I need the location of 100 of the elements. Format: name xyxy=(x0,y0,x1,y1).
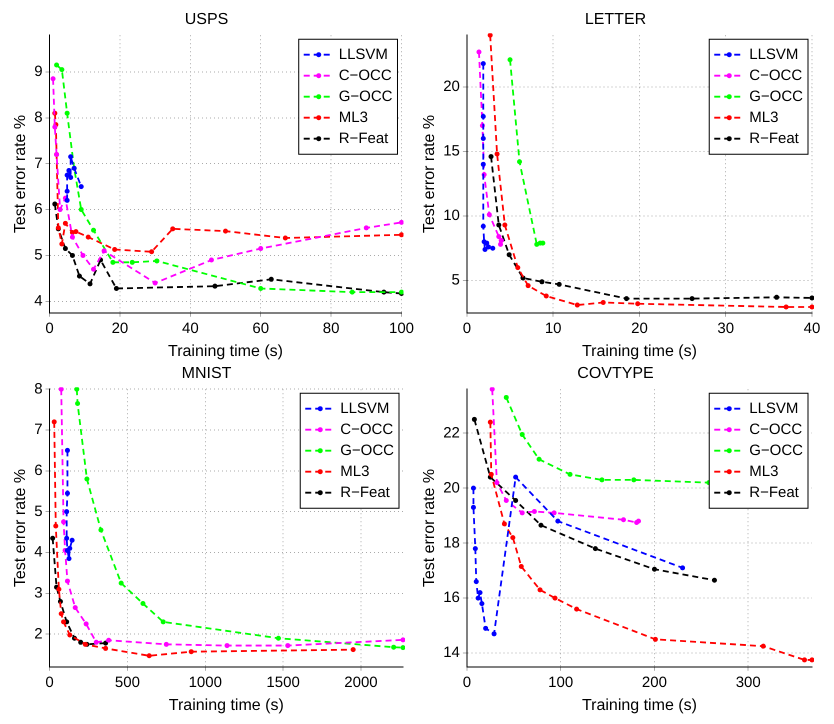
point xyxy=(690,296,695,302)
point xyxy=(94,640,99,645)
point xyxy=(496,222,502,228)
y-tick-label: 20 xyxy=(443,479,460,496)
x-tick-label: 0 xyxy=(45,320,54,337)
x-axis-title: Training time (s) xyxy=(168,696,284,714)
y-tick-label: 8 xyxy=(34,108,43,126)
point xyxy=(555,518,560,524)
y-tick-label: 5 xyxy=(34,502,43,520)
point xyxy=(258,286,264,291)
x-tick-label: 1000 xyxy=(188,674,222,691)
point xyxy=(520,432,525,438)
point xyxy=(480,61,486,66)
x-tick-label: 2000 xyxy=(344,674,378,691)
point xyxy=(103,640,108,646)
legend-label: G−OCC xyxy=(749,88,804,105)
point xyxy=(496,234,502,240)
x-tick-label: 20 xyxy=(112,320,128,337)
point xyxy=(492,631,497,636)
point xyxy=(110,260,116,265)
point xyxy=(482,247,488,252)
point xyxy=(62,220,68,226)
point xyxy=(552,510,557,516)
y-axis-title: Test error rate % xyxy=(12,114,30,234)
point xyxy=(74,387,80,392)
point xyxy=(486,244,491,250)
point xyxy=(680,565,686,570)
point xyxy=(64,509,70,514)
point xyxy=(488,472,494,477)
point xyxy=(486,212,492,218)
point xyxy=(64,448,70,453)
legend-label: ML3 xyxy=(340,462,370,480)
y-axis-title: Test error rate % xyxy=(12,468,30,588)
point xyxy=(258,246,264,252)
point xyxy=(502,521,507,526)
x-tick-label: 0 xyxy=(462,320,472,337)
y-tick-label: 15 xyxy=(443,142,460,160)
point xyxy=(52,202,58,207)
x-axis-title: Training time (s) xyxy=(582,342,697,360)
point xyxy=(536,456,542,462)
point xyxy=(67,546,72,551)
point xyxy=(544,294,549,299)
x-tick-label: 500 xyxy=(114,674,140,691)
point xyxy=(712,578,717,583)
point xyxy=(508,57,513,62)
point xyxy=(50,76,56,82)
legend-label: G−OCC xyxy=(338,88,393,105)
x-tick-label: 30 xyxy=(717,320,734,337)
point xyxy=(58,207,63,212)
point xyxy=(538,522,544,528)
point xyxy=(188,649,194,654)
point xyxy=(391,644,396,650)
point xyxy=(61,619,66,624)
point xyxy=(61,519,66,524)
point xyxy=(624,296,629,302)
x-tick-label: 20 xyxy=(631,320,648,337)
legend-label: G−OCC xyxy=(749,442,804,459)
point xyxy=(52,419,57,424)
chart-title: LETTER xyxy=(584,11,646,28)
point xyxy=(276,636,281,641)
point xyxy=(152,280,158,286)
x-tick-label: 0 xyxy=(45,674,54,691)
point xyxy=(479,601,484,606)
point xyxy=(513,474,518,480)
y-tick-label: 16 xyxy=(443,589,460,606)
x-axis-title: Training time (s) xyxy=(582,696,697,714)
x-tick-label: 10 xyxy=(544,320,562,337)
point xyxy=(592,546,598,552)
point xyxy=(517,159,522,164)
point xyxy=(498,238,504,243)
y-tick-label: 4 xyxy=(34,544,43,561)
point xyxy=(58,387,64,392)
legend-label: LLSVM xyxy=(338,46,388,63)
point xyxy=(506,252,512,258)
point xyxy=(64,578,70,584)
y-axis-title: Test error rate % xyxy=(421,468,438,588)
point xyxy=(474,579,479,584)
point xyxy=(146,653,152,658)
point xyxy=(50,536,56,541)
point xyxy=(160,619,166,624)
point xyxy=(72,605,78,610)
y-tick-label: 20 xyxy=(443,78,460,95)
y-tick-label: 6 xyxy=(34,462,43,479)
point xyxy=(483,626,488,631)
point xyxy=(208,258,214,263)
point xyxy=(66,168,72,174)
point xyxy=(80,252,86,258)
point xyxy=(170,226,176,232)
point xyxy=(470,486,476,491)
point xyxy=(64,172,70,178)
x-tick-label: 1500 xyxy=(266,674,300,691)
point xyxy=(66,556,72,562)
point xyxy=(599,477,604,482)
legend-label: ML3 xyxy=(338,108,368,126)
point xyxy=(398,220,404,225)
point xyxy=(285,643,290,648)
legend-label: ML3 xyxy=(749,108,778,126)
point xyxy=(154,258,160,264)
point xyxy=(76,274,82,279)
y-tick-label: 6 xyxy=(34,200,43,218)
